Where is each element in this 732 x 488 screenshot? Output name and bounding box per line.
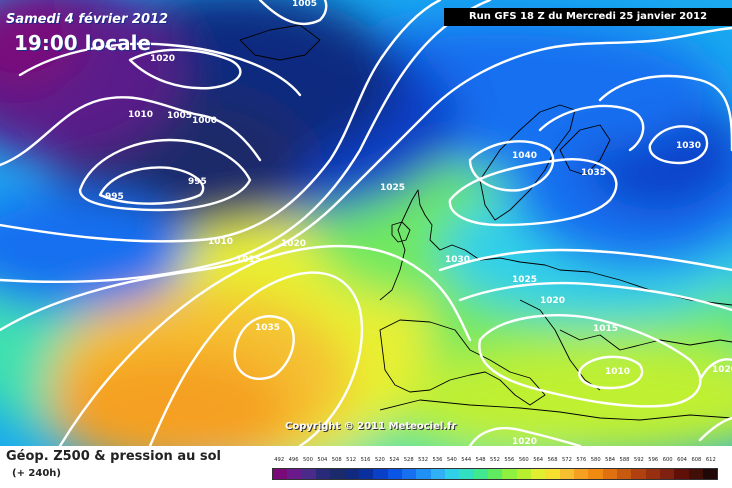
copyright-notice: Copyright © 2011 Meteociel.fr [285,421,457,432]
color-swatch [473,469,488,479]
color-swatch [631,469,646,479]
color-scale-label: 500 [303,457,313,463]
color-scale-label: 596 [648,457,659,463]
color-swatch [645,469,660,479]
color-swatch [444,469,460,479]
isobar-label: 1015 [236,255,261,265]
isobar-label: 1025 [512,275,537,285]
color-scale-label: 512 [346,457,357,463]
color-swatch [416,469,431,479]
color-swatch [674,469,689,479]
color-scale-label: 576 [576,457,587,463]
forecast-local-time: 19:00 locale [14,31,151,55]
isobar-label: 1020 [150,54,175,64]
color-swatch [602,469,617,479]
color-scale-label: 592 [633,457,644,463]
color-swatch [401,469,417,479]
color-swatch [358,469,374,479]
legend-panel: Géop. Z500 & pression au sol (+ 240h) 49… [0,446,732,488]
isobar-label: 1035 [581,168,606,178]
geopotential-field: 1005 1020 1010 1005 1000 995 995 1040 10… [0,0,732,446]
color-scale-label: 524 [389,457,400,463]
isobar-label: 1020 [281,239,306,249]
isobar-labels: 1005 1020 1010 1005 1000 995 995 1040 10… [105,0,732,446]
color-swatch [688,469,703,479]
color-swatch [659,469,675,479]
isobar-label: 1015 [593,324,618,334]
forecast-date: Samedi 4 février 2012 [6,12,169,27]
isobar-label: 1030 [445,255,470,265]
color-swatch [516,469,531,479]
isobar-label: 1010 [208,237,233,247]
field-title: Géop. Z500 & pression au sol [6,449,221,464]
color-swatch [373,469,388,479]
color-scale-label: 536 [432,457,443,463]
color-scale-labels: 492 496 500 504 508 512 516 520 524 528 532 536 540 5… [272,457,718,467]
isobar-label: 1035 [255,323,280,333]
color-scale-label: 508 [331,457,342,463]
color-scale-label: 492 [274,457,285,463]
isobar-label: 1020 [512,437,537,446]
model-run-info: Run GFS 18 Z du Mercredi 25 janvier 2012 [444,8,732,26]
color-scale-label: 568 [547,457,558,463]
color-swatch [502,469,517,479]
color-scale-label: 544 [461,457,472,463]
isobar-label: 1005 [167,111,192,121]
color-scale-label: 572 [561,457,572,463]
color-scale-label: 528 [403,457,414,463]
color-swatch [530,469,546,479]
color-swatch [702,469,718,479]
coastlines [239,24,732,421]
color-scale-label: 580 [590,457,601,463]
color-scale-label: 608 [691,457,702,463]
color-scale-label: 560 [518,457,529,463]
color-scale-bar [272,468,718,480]
color-scale-label: 588 [619,457,630,463]
color-swatch [387,469,402,479]
isobar-label: 995 [188,177,207,187]
isobar-label: 1040 [512,151,537,161]
color-scale-label: 584 [605,457,616,463]
color-swatch [588,469,603,479]
color-swatch [573,469,589,479]
color-swatch [487,469,503,479]
color-scale-label: 540 [446,457,457,463]
isobar-label: 1025 [380,183,405,193]
isobar-label: 1005 [292,0,317,9]
color-scale-label: 548 [475,457,486,463]
color-swatch [545,469,560,479]
color-scale-label: 604 [677,457,687,463]
color-swatch [315,469,331,479]
color-scale-label: 564 [533,457,544,463]
color-swatch [459,469,474,479]
color-swatch [301,469,316,479]
color-scale-label: 612 [705,457,716,463]
isobar-label: 1030 [676,141,701,151]
color-swatch [559,469,574,479]
color-swatch [430,469,445,479]
isobar-label: 1010 [605,367,630,377]
color-scale-label: 552 [490,457,500,463]
color-swatch [616,469,632,479]
isobar-label: 1000 [192,116,217,126]
color-scale-label: 532 [418,457,429,463]
isobar-label: 1010 [128,110,153,120]
color-swatch [287,469,302,479]
weather-map: 1005 1020 1010 1005 1000 995 995 1040 10… [0,0,732,446]
color-scale-label: 504 [317,457,328,463]
color-scale-label: 600 [662,457,673,463]
color-swatch [273,469,288,479]
isobar-label: 1020 [712,365,732,375]
isobars [0,0,732,446]
color-scale-label: 556 [504,457,515,463]
color-scale-label: 516 [360,457,371,463]
color-swatch [330,469,345,479]
color-scale-label: 520 [374,457,385,463]
isobar-label: 1020 [540,296,565,306]
isobar-label: 995 [105,192,124,202]
color-swatch [344,469,359,479]
color-scale-label: 496 [288,457,299,463]
lead-time: (+ 240h) [12,468,61,479]
